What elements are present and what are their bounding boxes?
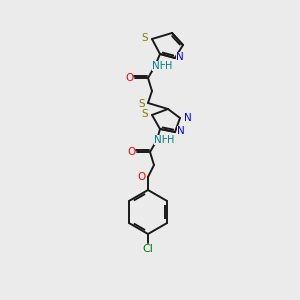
Text: NH: NH — [152, 61, 168, 71]
Text: Cl: Cl — [142, 244, 153, 254]
Text: N: N — [177, 126, 185, 136]
Text: H: H — [165, 61, 173, 71]
Text: O: O — [127, 147, 135, 157]
Text: S: S — [142, 109, 148, 119]
Text: S: S — [139, 99, 145, 109]
Text: S: S — [142, 33, 148, 43]
Text: O: O — [125, 73, 133, 83]
Text: N: N — [184, 113, 192, 123]
Text: H: H — [167, 135, 175, 145]
Text: N: N — [176, 52, 184, 62]
Text: NH: NH — [154, 135, 170, 145]
Text: O: O — [137, 172, 145, 182]
